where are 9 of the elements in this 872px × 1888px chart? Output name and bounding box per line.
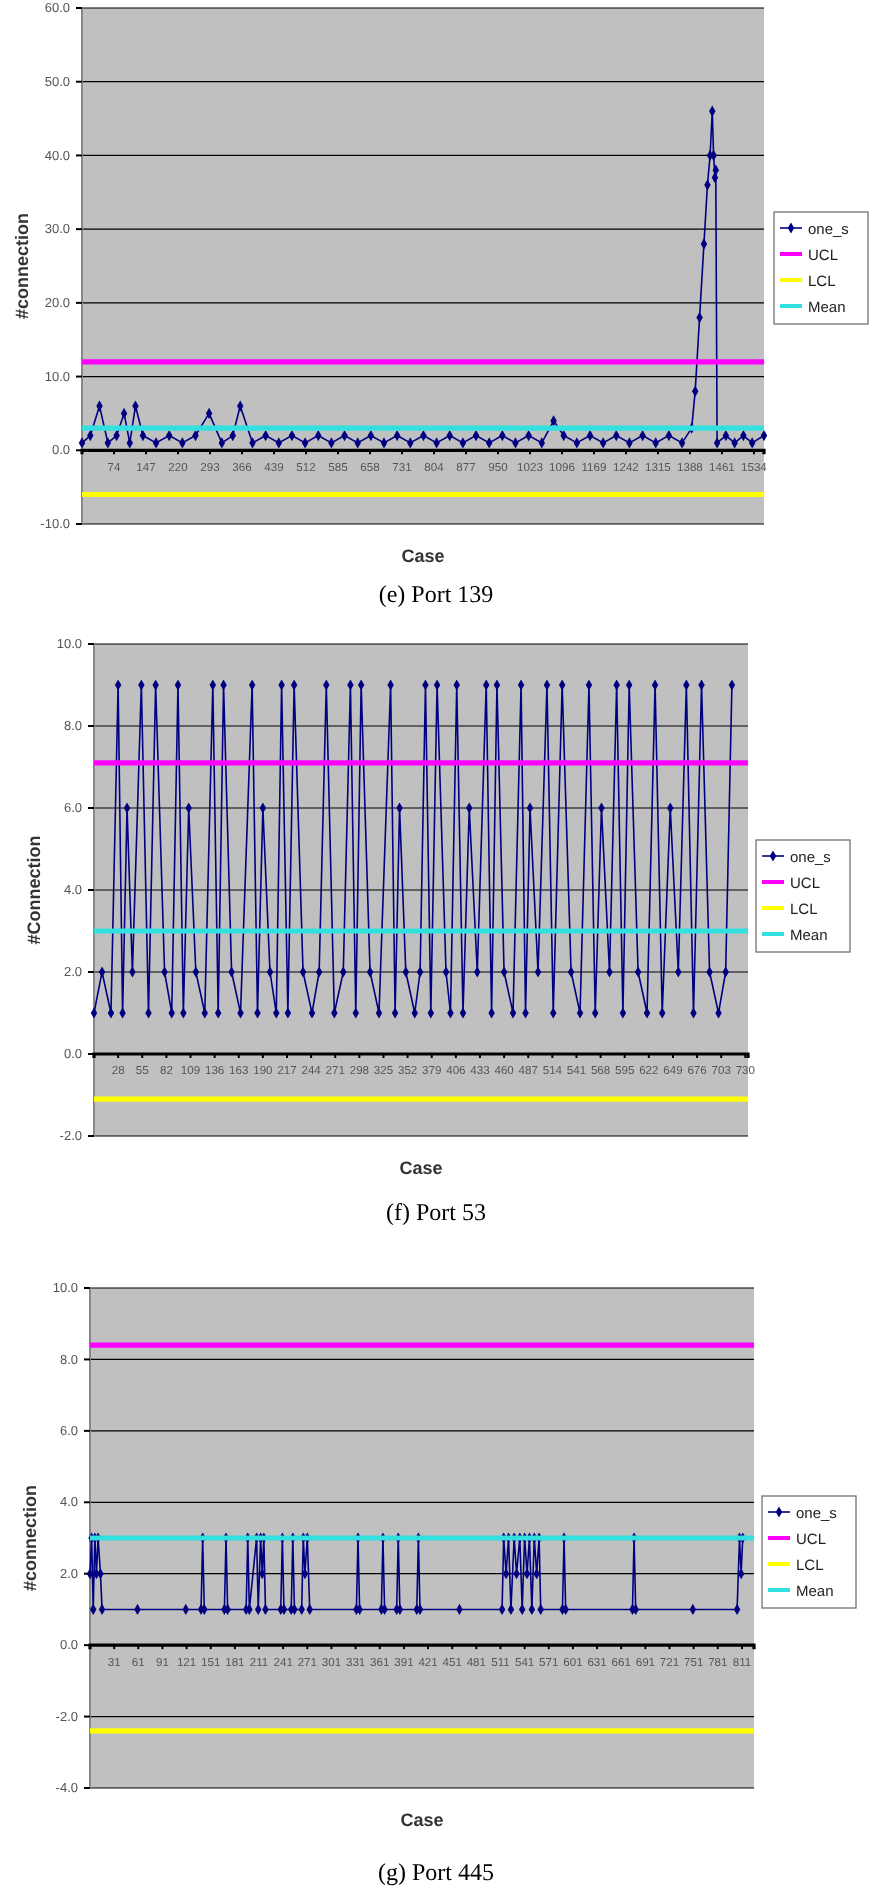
y-axis-title: #connection: [20, 1484, 40, 1592]
x-axis-title: Case: [399, 1158, 443, 1178]
text: (e) Port 139: [378, 580, 494, 608]
y-axis-title: #connection: [12, 212, 32, 320]
text: (f) Port 53: [386, 1198, 486, 1226]
x-axis-title: Case: [400, 1810, 444, 1830]
y-axis-title: #Connection: [24, 835, 44, 945]
text: (g) Port 445: [378, 1858, 494, 1886]
x-axis-title: Case: [401, 546, 445, 566]
